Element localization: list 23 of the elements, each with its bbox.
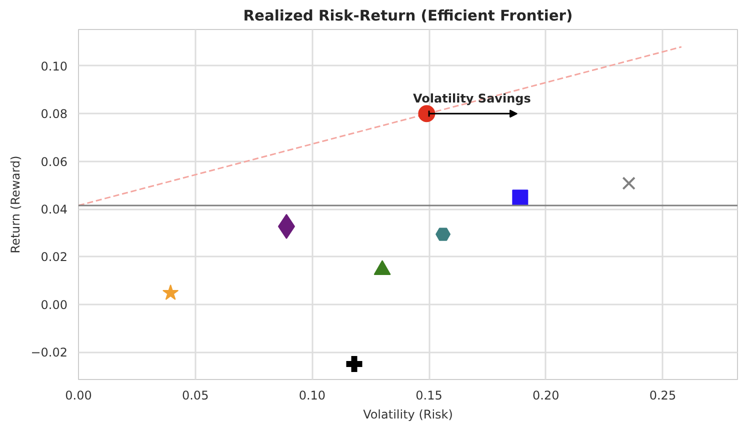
annotation: Volatility Savings [413, 92, 531, 106]
x-tick-label: 0.00 [65, 388, 92, 402]
x-tick-label: 0.10 [298, 388, 326, 402]
point [346, 356, 362, 372]
chart-title: Realized Risk-Return (Efficient Frontier) [243, 8, 573, 24]
x-tick-label: 0.20 [532, 388, 560, 402]
point [512, 190, 528, 206]
y-tick-label: 0.10 [40, 59, 68, 74]
y-tick-label: 0.08 [40, 107, 68, 122]
y-axis-title: Return (Reward) [8, 156, 23, 254]
y-tick-label: 0.04 [40, 202, 68, 217]
y-tick-label: 0.02 [40, 250, 68, 264]
point [622, 176, 636, 190]
x-tick-label: 0.15 [416, 388, 442, 402]
x-axis-title: Volatility (Risk) [363, 408, 453, 422]
point [418, 105, 436, 122]
x-tick-label: 0.25 [649, 388, 676, 402]
y-tick-label: 0.00 [40, 298, 68, 312]
point [436, 228, 451, 241]
y-tick-label: 0.06 [40, 154, 68, 169]
point [162, 284, 179, 300]
y-tick-label: −0.02 [30, 346, 68, 360]
x-tick-label: 0.05 [182, 388, 209, 402]
